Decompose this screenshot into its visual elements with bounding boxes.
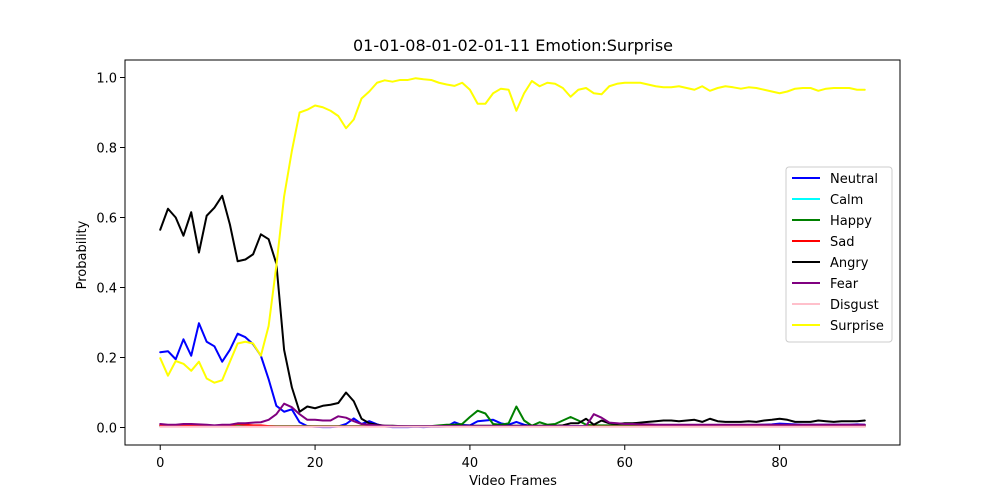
- y-tick-label: 0.2: [96, 352, 117, 367]
- x-tick-label: 80: [771, 456, 788, 471]
- legend-label-neutral: Neutral: [830, 172, 878, 187]
- plot-area: [125, 60, 900, 445]
- plot-background: [125, 60, 900, 445]
- y-axis-title: Probability: [75, 220, 90, 289]
- legend-label-angry: Angry: [830, 256, 869, 271]
- x-axis-title: Video Frames: [469, 474, 557, 489]
- x-tick-label: 40: [462, 456, 479, 471]
- legend-box: [785, 166, 893, 343]
- axes: 0 20 40 60 80 0.0 0.2 0.4 0.6 0.8 1.0: [96, 59, 901, 471]
- x-tick-label: 60: [616, 456, 633, 471]
- x-tick-label: 20: [307, 456, 324, 471]
- legend-label-happy: Happy: [830, 214, 872, 229]
- legend-label-surprise: Surprise: [830, 319, 884, 334]
- legend-label-disgust: Disgust: [830, 298, 879, 313]
- legend: Neutral Calm Happy Sad Angry Fear Disgust Surpr…: [785, 166, 893, 343]
- y-tick-label: 0.6: [96, 212, 117, 227]
- y-tick-label: 0.8: [96, 142, 117, 157]
- y-tick-label: 0.0: [96, 422, 117, 437]
- series-lines: [159, 77, 866, 429]
- legend-label-sad: Sad: [830, 235, 854, 250]
- series-line-surprise: [159, 77, 866, 384]
- legend-label-calm: Calm: [830, 193, 863, 208]
- plot-frame: [124, 59, 901, 446]
- y-tick-label: 1.0: [96, 72, 117, 87]
- y-tick-label: 0.4: [96, 282, 117, 297]
- legend-label-fear: Fear: [830, 277, 859, 292]
- chart-title: 01-01-08-01-02-01-11 Emotion:Surprise: [353, 36, 673, 55]
- x-tick-label: 0: [156, 456, 164, 471]
